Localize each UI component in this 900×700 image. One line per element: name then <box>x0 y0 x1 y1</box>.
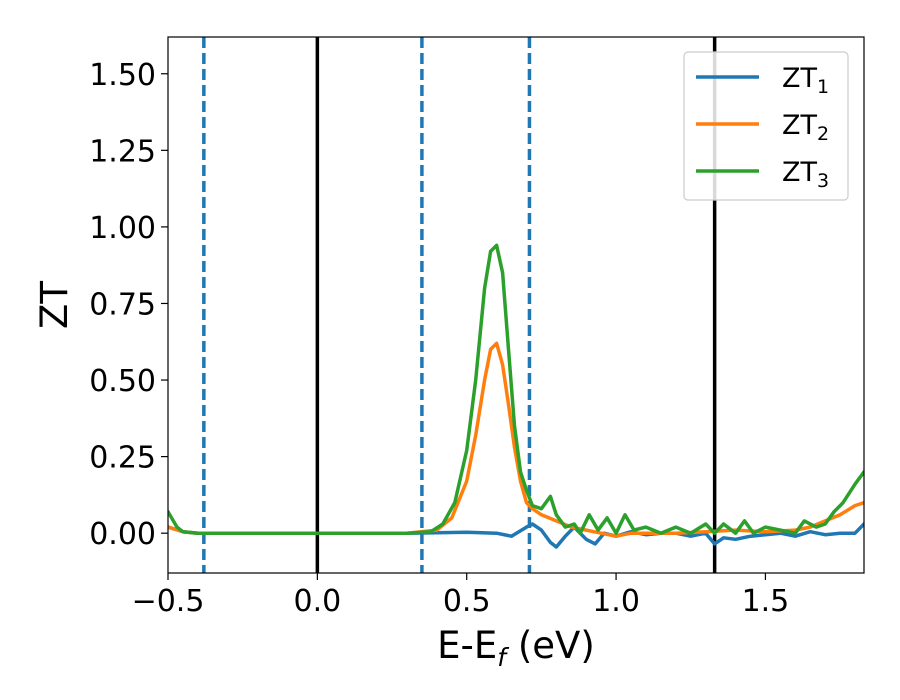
plot-frame <box>167 36 865 574</box>
x-axis: −0.5 0.0 0.5 1.0 1.5 <box>132 573 790 619</box>
legend-label: ZT3 <box>782 157 829 192</box>
legend-label: ZT1 <box>782 63 829 98</box>
y-tick-label: 0.25 <box>89 441 156 476</box>
x-axis-title: E-Ef (eV) <box>437 624 595 672</box>
x-tick-label: −0.5 <box>132 584 205 619</box>
y-tick-label: 1.00 <box>89 211 156 246</box>
legend-box <box>683 51 849 201</box>
series-layer <box>168 243 864 549</box>
y-tick-label: 1.50 <box>89 58 156 93</box>
series-line-zt2 <box>168 341 864 538</box>
y-tick-label: 0.75 <box>89 287 156 322</box>
y-axis-title: ZT <box>33 281 76 329</box>
x-tick-label: 0.0 <box>293 584 341 619</box>
series-line-zt3 <box>168 243 864 535</box>
x-tick-label: 1.5 <box>742 584 790 619</box>
x-tick-label: 0.5 <box>443 584 491 619</box>
y-tick-label: 0.50 <box>89 364 156 399</box>
legend: ZT1 ZT2 ZT3 <box>683 51 849 201</box>
legend-label: ZT2 <box>782 110 829 145</box>
y-tick-label: 1.25 <box>89 134 156 169</box>
y-axis: 0.00 0.25 0.50 0.75 1.00 1.25 1.50 <box>89 58 168 552</box>
x-tick-label: 1.0 <box>592 584 640 619</box>
y-tick-label: 0.00 <box>89 517 156 552</box>
